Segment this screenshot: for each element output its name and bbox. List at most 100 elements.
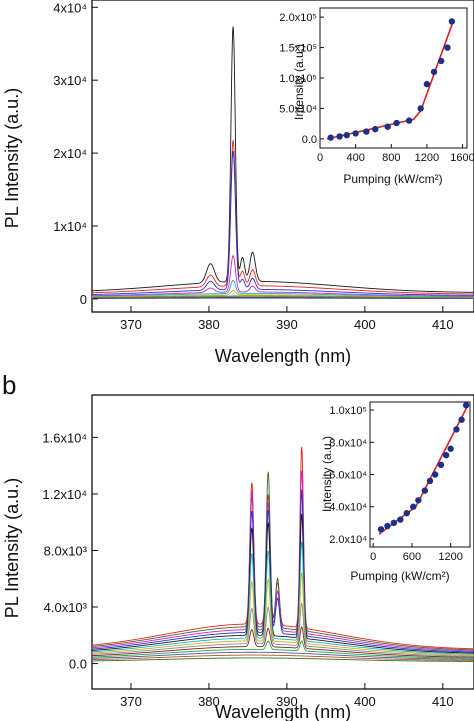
panel-b-y-tick-label: 0.0 (69, 657, 87, 672)
panel-a-x-tick-label: 390 (276, 317, 298, 332)
panel-a-series-3 (92, 254, 474, 297)
panel-a-series-0 (91, 26, 474, 293)
panel-b-inset-point (458, 416, 465, 423)
panel-a: 370 380 390 400 410 0 1x10⁴ 2x10⁴ 3x10⁴ 4x10⁴ Wa… (2, 0, 474, 366)
panel-b-inset-point (462, 402, 470, 409)
panel-b-y-ticks: 0.0 4.0x10³ 8.0x10³ 1.2x10⁴ 1.6x10⁴ (42, 430, 98, 672)
panel-a-inset-point (384, 123, 391, 130)
panel-b-x-tick-label: 380 (198, 694, 220, 709)
panel-a-series-group (91, 26, 474, 300)
panel-b-series-9 (91, 640, 474, 659)
panel-b-series-1 (91, 471, 474, 651)
panel-b-inset-x-tick-label: 1200 (438, 551, 462, 563)
panel-a-inset-y-tick-label: 1.5x10⁵ (279, 43, 317, 55)
panel-a-inset-y-ticks: 0.0 5.0x10⁴ 1.0x10⁵ 1.5x10⁵ 2.0x10⁵ (279, 12, 324, 146)
panel-b-inset-point (384, 522, 391, 530)
panel-a-x-tick-label: 370 (120, 317, 142, 332)
panel-b-series-7 (91, 602, 474, 657)
panel-b-inset-point (431, 471, 439, 478)
panel-b-inset-point (421, 487, 429, 494)
panel-b-inset-point (415, 497, 422, 504)
panel-a-inset-y-label: Intensity (a.u.) (292, 44, 306, 120)
panel-b-series-11 (91, 654, 474, 661)
panel-a-inset-point (448, 18, 456, 25)
panel-b-inset-point (377, 526, 385, 533)
panel-a-y-tick-label: 0 (80, 292, 87, 307)
panel-a-y-ticks: 0 1x10⁴ 2x10⁴ 3x10⁴ 4x10⁴ (53, 0, 98, 307)
panel-a-inset-point (423, 80, 431, 88)
panel-b-series-12 (92, 657, 474, 662)
panel-a-inset-point (363, 128, 370, 135)
panel-b-series-4 (91, 513, 474, 654)
panel-a-inset-x-tick-label: 1200 (415, 152, 439, 164)
panel-b-series-8 (91, 626, 474, 658)
panel-b-inset-y-tick-label: 8.0x10⁴ (329, 437, 367, 449)
panel-a-inset-background (312, 4, 470, 154)
panel-b-inset-x-ticks: 0 600 1200 (370, 543, 463, 563)
panel-b-inset-point (397, 516, 404, 523)
panel-b-inset-x-tick-label: 600 (403, 551, 421, 563)
panel-b-label: b (2, 370, 16, 400)
panel-b-inset-point (442, 451, 450, 459)
panel-b-series-10 (91, 651, 474, 660)
panel-b-inset-x-tick-label: 0 (370, 551, 376, 563)
panel-a-x-axis-label: Wavelength (nm) (215, 346, 351, 366)
panel-b-inset-point (390, 519, 398, 527)
panel-b-inset-y-tick-label: 6.0x10⁴ (329, 470, 367, 482)
panel-a-inset-fit-line (326, 19, 455, 140)
panel-b-inset-y-tick-label: 1.0x10⁵ (329, 405, 367, 417)
panel-b-inset-points (377, 402, 470, 533)
panel-b-x-ticks: 370 380 390 400 410 (120, 683, 454, 709)
panel-b-y-axis-label: PL Intensity (a.u.) (2, 478, 22, 618)
panel-a-inset-x-tick-label: 0 (317, 152, 323, 164)
panel-b-x-tick-label: 400 (354, 694, 376, 709)
panel-a-inset-point (372, 125, 379, 133)
panel-a-inset-x-tick-label: 1600 (450, 152, 474, 164)
panel-b-x-tick-label: 390 (276, 694, 298, 709)
panel-a-series-5 (91, 290, 474, 298)
panel-a-inset-fit-group (326, 19, 455, 140)
panel-b: b 370 380 390 400 410 0.0 4.0x10³ 8.0x10³ 1.2x1… (2, 370, 474, 721)
panel-a-inset-point (393, 119, 400, 127)
panel-b-series-3 (91, 491, 474, 653)
panel-a-inset-x-tick-label: 400 (346, 152, 364, 164)
panel-b-frame (91, 394, 474, 690)
panel-a-inset-y-tick-label: 0.0 (302, 134, 317, 146)
panel-a-x-tick-label: 400 (354, 317, 376, 332)
panel-a-y-axis-label: PL Intensity (a.u.) (2, 88, 22, 228)
panel-a-inset-point (336, 133, 343, 140)
panel-b-inset-y-ticks: 2.0x10⁴ 4.0x10⁴ 6.0x10⁴ 8.0x10⁴ 1.0x10⁵ (329, 405, 374, 546)
panel-b-inset-y-tick-label: 2.0x10⁴ (329, 534, 367, 546)
panel-b-x-tick-label: 410 (432, 694, 454, 709)
panel-a-y-tick-label: 3x10⁴ (53, 73, 87, 88)
panel-a-inset-point (405, 117, 413, 124)
panel-a-inset-point (352, 130, 359, 137)
panel-b-y-tick-label: 4.0x10³ (44, 600, 88, 615)
panel-a-y-tick-label: 4x10⁴ (53, 0, 87, 15)
panel-b-y-tick-label: 1.6x10⁴ (42, 430, 87, 445)
panel-a-series-4 (91, 279, 474, 298)
panel-a-inset-point (444, 44, 451, 51)
panel-b-inset-point (437, 461, 445, 469)
panel-a-inset-point (343, 132, 350, 139)
panel-b-inset-x-label: Pumping (kW/cm²) (350, 569, 449, 583)
panel-a-x-tick-label: 410 (432, 317, 454, 332)
panel-b-inset-point (410, 503, 417, 510)
panel-a-inset-y-tick-label: 1.0x10⁵ (279, 73, 317, 85)
panel-b-inset-y-tick-label: 4.0x10⁴ (329, 502, 367, 514)
panel-b-inset-point (447, 445, 454, 452)
panel-a-frame (91, 0, 474, 313)
panel-b-y-tick-label: 8.0x10³ (44, 543, 88, 558)
panel-b-y-tick-label: 1.2x10⁴ (42, 487, 87, 502)
panel-a-inset-x-tick-label: 800 (382, 152, 400, 164)
panel-a-inset: 0 400 800 1200 1600 0.0 5.0x10⁴ 1.0x10⁵ 1.5x10⁵… (279, 4, 474, 186)
panel-a-inset-y-tick-label: 5.0x10⁴ (279, 103, 317, 115)
panel-b-inset-point (453, 426, 460, 433)
panel-a-x-tick-label: 380 (198, 317, 220, 332)
panel-b-series-2 (91, 470, 474, 652)
panel-b-inset-point (403, 509, 410, 517)
panel-b-x-tick-label: 370 (120, 694, 142, 709)
panel-b-x-axis-label: Wavelength (nm) (215, 702, 351, 721)
panel-a-series-1 (91, 140, 474, 295)
